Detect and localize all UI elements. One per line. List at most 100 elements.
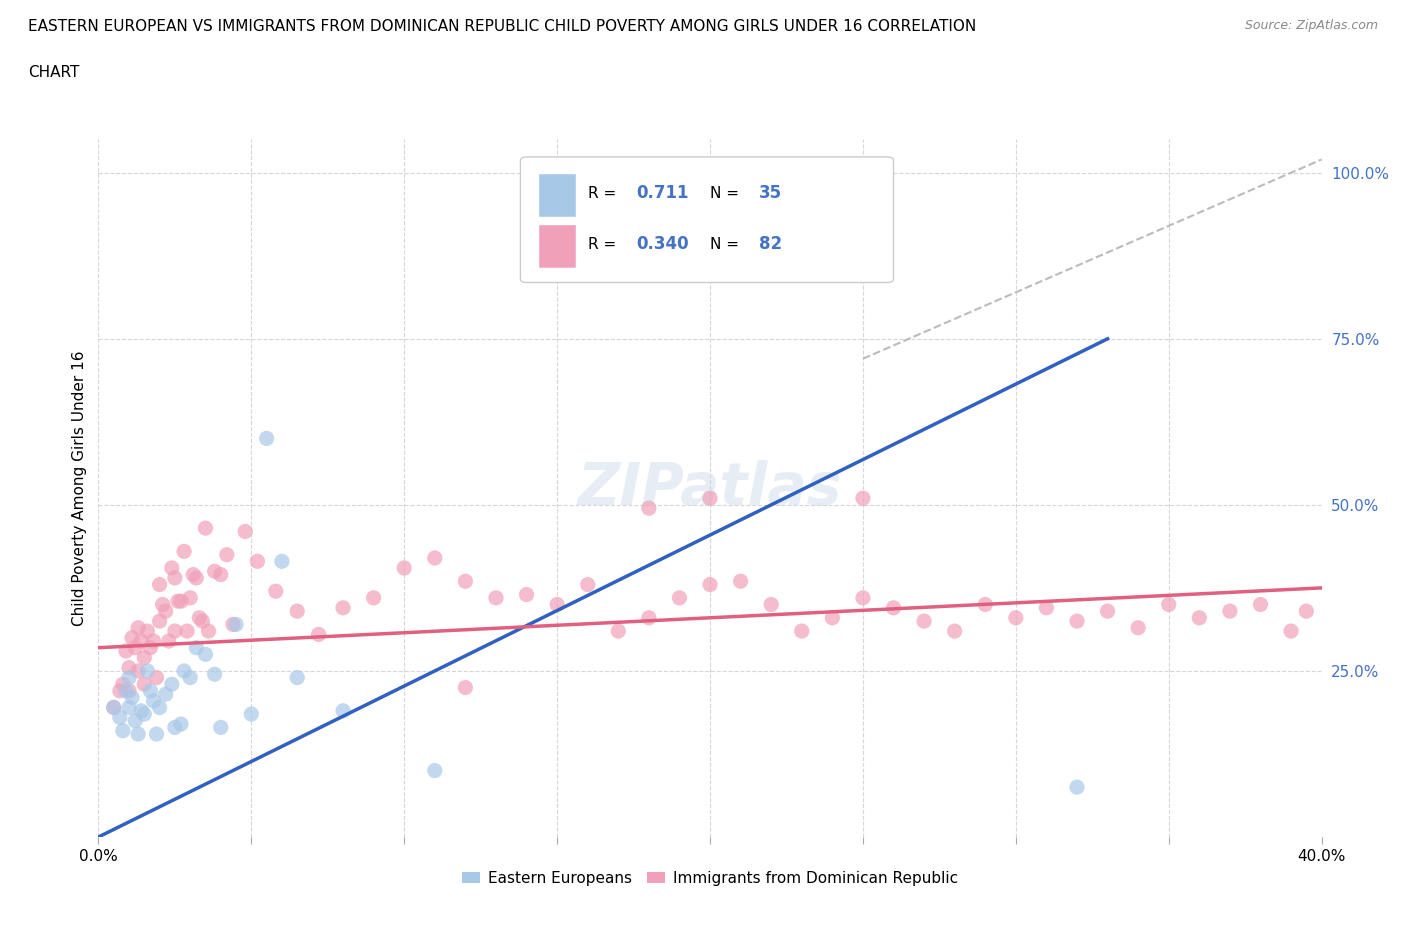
Point <box>1157 597 1180 612</box>
Point <box>699 206 721 220</box>
Point <box>246 554 269 569</box>
Point <box>188 610 211 625</box>
Point <box>1035 601 1057 616</box>
Text: CHART: CHART <box>28 65 80 80</box>
Point <box>124 713 146 728</box>
Point <box>152 597 174 612</box>
Point <box>134 707 156 722</box>
Point <box>332 601 354 616</box>
Text: R =: R = <box>588 186 621 201</box>
Point <box>240 707 263 722</box>
Point <box>943 624 966 639</box>
Point <box>194 647 217 662</box>
Text: 82: 82 <box>759 235 782 253</box>
Point <box>1219 604 1241 618</box>
Point <box>222 617 245 631</box>
Point <box>111 724 134 738</box>
Point <box>111 677 134 692</box>
Point <box>136 663 159 678</box>
Point <box>170 717 193 732</box>
Point <box>637 500 661 515</box>
Point <box>699 578 721 592</box>
Point <box>883 601 905 616</box>
Point <box>204 564 226 578</box>
Point <box>167 593 190 608</box>
Point <box>1066 614 1088 629</box>
Point <box>1295 604 1317 618</box>
Point <box>129 633 152 648</box>
Text: N =: N = <box>710 186 744 201</box>
Point <box>546 597 568 612</box>
Point <box>637 610 661 625</box>
Point <box>332 703 354 718</box>
Point <box>821 610 844 625</box>
Point <box>121 690 143 705</box>
Point <box>181 567 204 582</box>
Point <box>790 624 813 639</box>
Point <box>142 633 165 648</box>
Point <box>121 631 143 645</box>
Point <box>160 561 183 576</box>
Point <box>1128 620 1150 635</box>
Point <box>225 617 247 631</box>
Point <box>160 677 183 692</box>
FancyBboxPatch shape <box>520 157 893 283</box>
Point <box>233 524 256 538</box>
Point <box>149 614 172 629</box>
FancyBboxPatch shape <box>538 175 575 217</box>
Point <box>118 700 141 715</box>
Point <box>392 561 416 576</box>
Point <box>485 591 508 605</box>
Point <box>163 720 186 735</box>
Legend: Eastern Europeans, Immigrants from Dominican Republic: Eastern Europeans, Immigrants from Domin… <box>456 865 965 892</box>
Point <box>186 570 208 585</box>
Point <box>363 591 385 605</box>
Text: ZIPatlas: ZIPatlas <box>578 459 842 517</box>
Point <box>454 574 477 589</box>
Point <box>108 710 131 724</box>
Point <box>285 604 308 618</box>
Point <box>759 597 782 612</box>
Point <box>607 624 630 639</box>
Point <box>118 660 141 675</box>
Point <box>108 684 131 698</box>
Text: R =: R = <box>588 236 621 252</box>
Point <box>1279 624 1302 639</box>
Point <box>852 591 875 605</box>
Point <box>179 671 201 685</box>
Point <box>308 627 330 642</box>
Point <box>264 584 287 599</box>
Point <box>134 650 156 665</box>
Point <box>423 764 446 778</box>
Point <box>852 491 875 506</box>
Point <box>1188 610 1211 625</box>
Point <box>176 624 198 639</box>
Point <box>155 604 177 618</box>
Point <box>127 620 149 635</box>
Point <box>134 677 156 692</box>
Point <box>194 521 217 536</box>
Point <box>142 694 165 709</box>
Point <box>197 624 219 639</box>
Point <box>1097 604 1119 618</box>
Point <box>127 663 149 678</box>
Point <box>454 680 477 695</box>
Point <box>115 684 138 698</box>
Point <box>270 554 292 569</box>
Point <box>1249 597 1271 612</box>
Point <box>209 567 232 582</box>
Point <box>730 574 752 589</box>
Point <box>118 671 141 685</box>
Point <box>215 547 238 562</box>
Point <box>179 591 201 605</box>
Point <box>285 671 308 685</box>
Point <box>209 720 232 735</box>
Point <box>191 614 214 629</box>
Text: 0.711: 0.711 <box>637 184 689 202</box>
Point <box>139 640 162 655</box>
Point <box>127 726 149 741</box>
Point <box>256 431 278 445</box>
Text: 0.340: 0.340 <box>637 235 689 253</box>
Text: Source: ZipAtlas.com: Source: ZipAtlas.com <box>1244 19 1378 32</box>
Point <box>423 551 446 565</box>
